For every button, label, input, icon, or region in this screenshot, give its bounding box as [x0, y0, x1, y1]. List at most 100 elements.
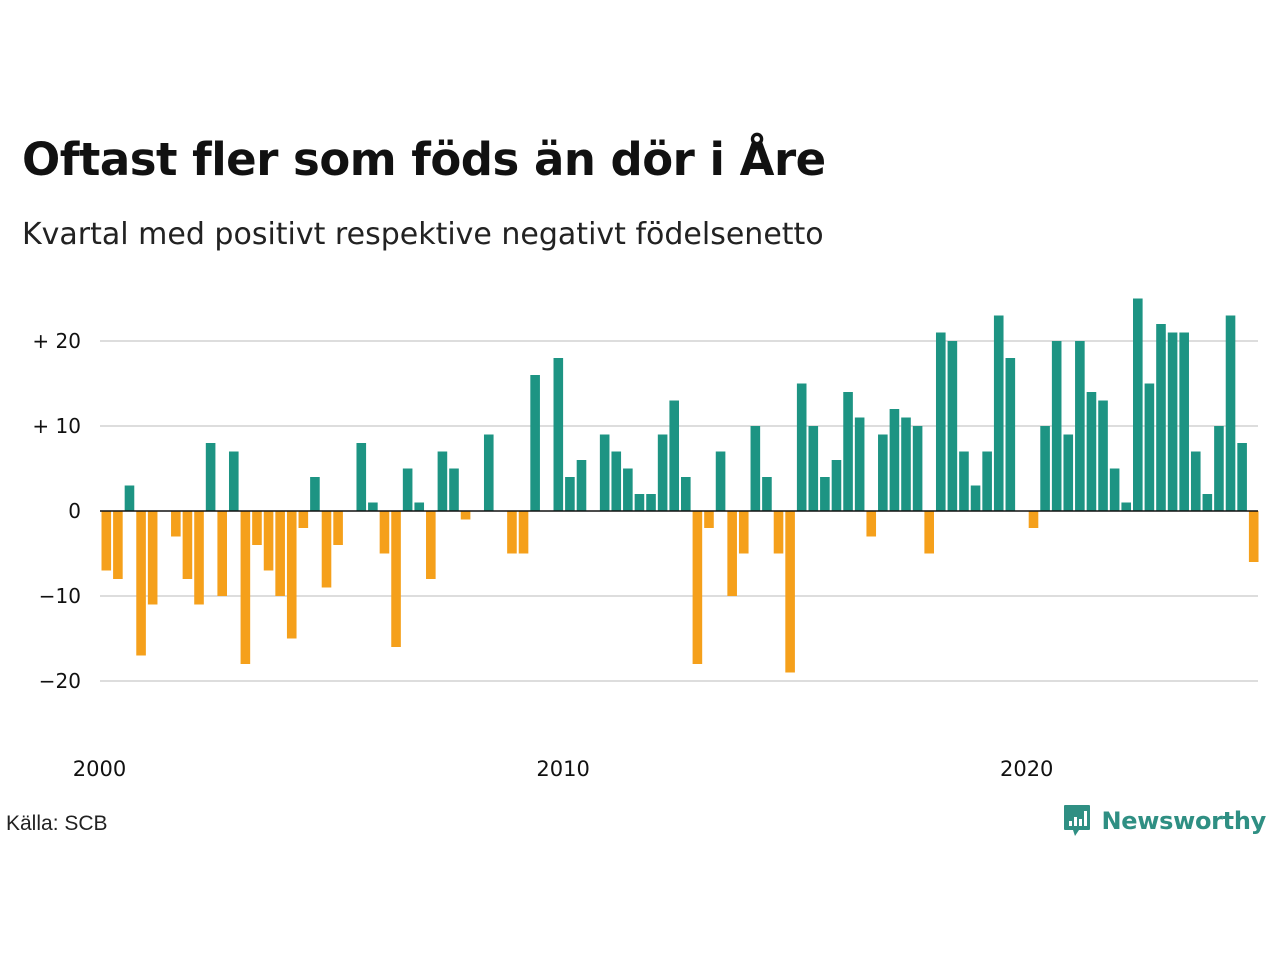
bar	[878, 434, 888, 511]
bar	[727, 511, 737, 596]
bar	[1179, 332, 1189, 511]
bar	[889, 409, 900, 511]
bar	[692, 511, 703, 664]
y-tick-label: −20	[39, 669, 81, 693]
bar	[298, 511, 309, 528]
bar	[959, 451, 969, 511]
bar	[1144, 383, 1155, 511]
bar-chart: + 20 + 10 0 −10 −20 2000 2010 2020	[32, 298, 1259, 781]
bar	[796, 383, 807, 511]
bar	[228, 451, 239, 511]
bar	[1225, 315, 1236, 511]
bar	[1028, 511, 1039, 528]
brand-name: Newsworthy	[1101, 807, 1266, 835]
bar	[379, 511, 390, 554]
bar	[970, 485, 981, 511]
bar	[1237, 443, 1247, 511]
bar	[646, 494, 656, 511]
bar	[773, 511, 784, 554]
bar	[947, 341, 958, 511]
bar	[368, 502, 378, 511]
x-axis-labels: 2000 2010 2020	[73, 757, 1054, 781]
bar	[982, 451, 992, 511]
chart-title: Oftast fler som föds än dör i Åre	[22, 133, 826, 186]
source-label: Källa: SCB	[6, 812, 108, 835]
bar	[182, 511, 193, 579]
bar	[252, 511, 262, 545]
y-tick-label: + 20	[32, 329, 81, 353]
y-tick-label: −10	[39, 584, 81, 608]
bar	[808, 426, 819, 511]
bar	[1202, 494, 1213, 511]
bar	[1063, 434, 1074, 511]
bar	[507, 511, 517, 554]
bar	[912, 426, 923, 511]
bar	[993, 315, 1004, 511]
bar	[460, 511, 471, 520]
bar	[333, 511, 343, 545]
x-tick-label: 2010	[536, 757, 589, 781]
bar	[738, 511, 749, 554]
bar	[611, 451, 622, 511]
bar	[194, 511, 204, 605]
bar	[426, 511, 436, 579]
bar	[1005, 358, 1016, 511]
bar	[356, 443, 367, 511]
bar	[101, 511, 112, 571]
y-axis-labels: + 20 + 10 0 −10 −20	[32, 329, 81, 693]
bar	[866, 511, 877, 537]
bar	[1121, 502, 1132, 511]
bar	[1214, 426, 1224, 511]
bar	[1167, 332, 1178, 511]
bar	[935, 332, 946, 511]
y-tick-label: 0	[68, 499, 81, 523]
bar	[785, 511, 795, 673]
bar	[634, 494, 645, 511]
bar	[240, 511, 251, 664]
bar	[901, 417, 911, 511]
bar	[414, 502, 425, 511]
bar	[124, 485, 135, 511]
brand-logo[interactable]: Newsworthy	[1063, 803, 1266, 839]
bar	[820, 477, 830, 511]
bar	[171, 511, 181, 537]
bar	[1040, 426, 1050, 511]
bar	[843, 392, 853, 511]
bar	[1075, 341, 1085, 511]
bar	[205, 443, 216, 511]
bar	[704, 511, 714, 528]
bars	[101, 298, 1259, 673]
bar	[402, 468, 413, 511]
bar	[263, 511, 274, 571]
bar	[310, 477, 320, 511]
bar	[391, 511, 401, 647]
bar	[924, 511, 934, 554]
bar	[1133, 298, 1143, 511]
bar	[762, 477, 772, 511]
bar	[147, 511, 158, 605]
bar	[437, 451, 448, 511]
bar	[854, 417, 865, 511]
bar	[217, 511, 227, 596]
bar	[1156, 324, 1166, 511]
bar	[1051, 341, 1062, 511]
bar	[623, 468, 633, 511]
bar	[136, 511, 146, 656]
bar	[657, 434, 668, 511]
bar	[553, 358, 564, 511]
bar	[530, 375, 540, 511]
chart-subtitle: Kvartal med positivt respektive negativt…	[22, 217, 824, 252]
bar	[750, 426, 761, 511]
x-tick-label: 2000	[73, 757, 126, 781]
bar	[518, 511, 529, 554]
bar	[483, 434, 494, 511]
bar	[449, 468, 459, 511]
bar	[275, 511, 285, 596]
bar	[1098, 400, 1108, 511]
bar	[1109, 468, 1120, 511]
bar	[113, 511, 123, 579]
x-tick-label: 2020	[1000, 757, 1053, 781]
bar	[599, 434, 610, 511]
bar	[669, 400, 680, 511]
bar	[831, 460, 842, 511]
